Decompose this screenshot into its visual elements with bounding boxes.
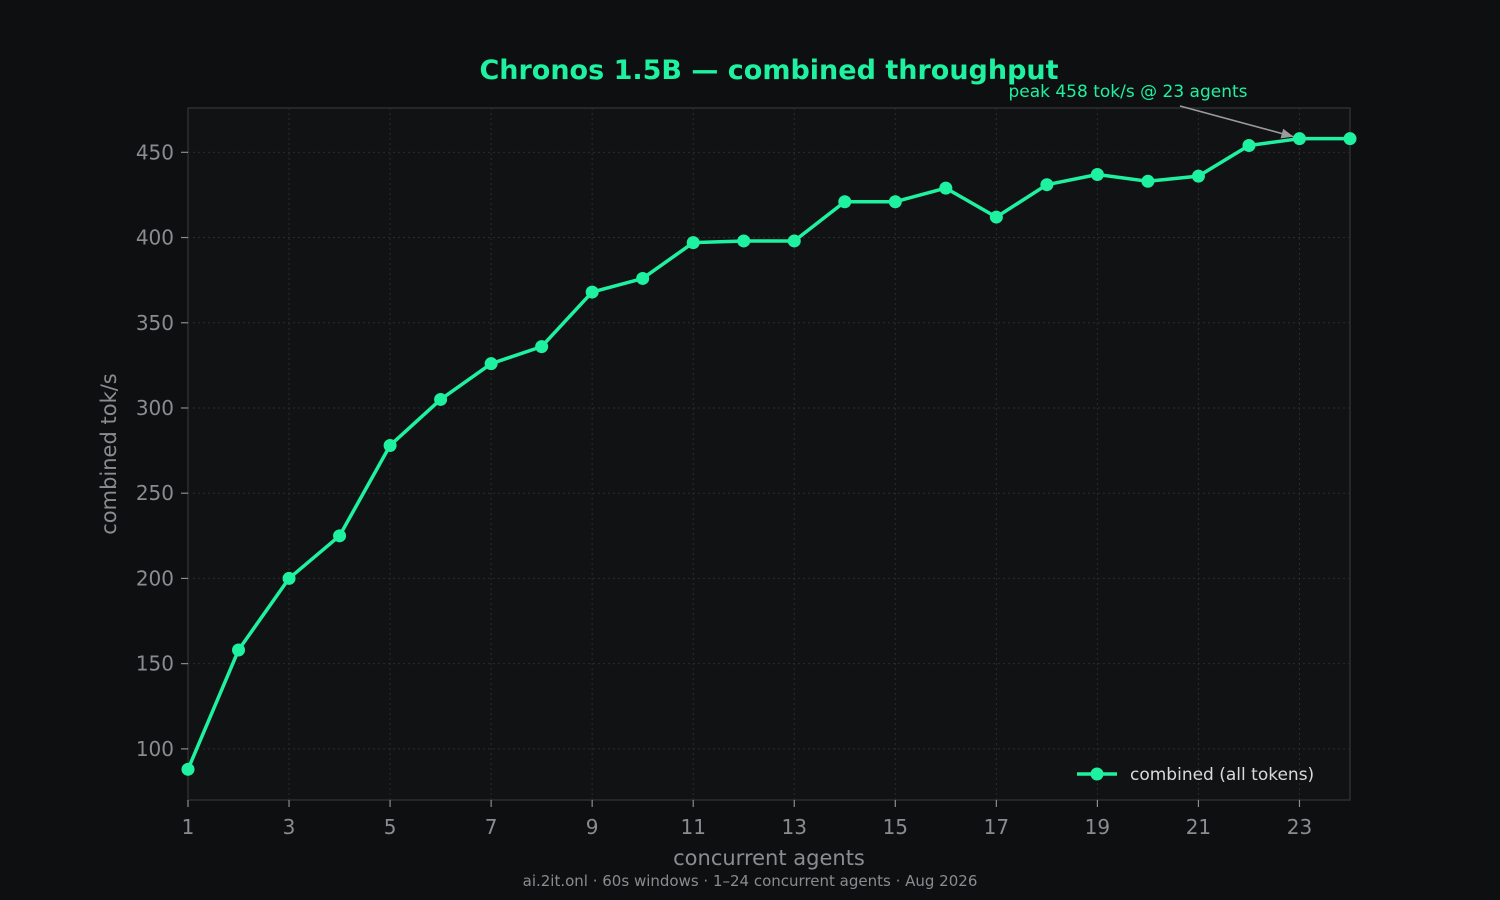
- data-point: [838, 195, 852, 209]
- y-tick-label: 300: [136, 396, 174, 420]
- data-point: [383, 438, 397, 452]
- peak-annotation: peak 458 tok/s @ 23 agents: [1008, 82, 1294, 139]
- x-tick-label: 1: [182, 815, 195, 839]
- data-point: [1090, 167, 1104, 181]
- data-point: [434, 392, 448, 406]
- data-point: [585, 285, 599, 299]
- y-tick-label: 150: [136, 652, 174, 676]
- y-tick-label: 250: [136, 481, 174, 505]
- data-point: [181, 762, 195, 776]
- x-tick-label: 3: [283, 815, 296, 839]
- peak-annotation-text: peak 458 tok/s @ 23 agents: [1008, 82, 1247, 102]
- data-point: [1242, 138, 1256, 152]
- legend-marker-swatch: [1090, 767, 1104, 781]
- legend-entry-combined: combined (all tokens): [1130, 765, 1314, 785]
- x-tick-label: 9: [586, 815, 599, 839]
- data-point: [1040, 178, 1054, 192]
- data-point: [1343, 132, 1357, 146]
- data-point: [787, 234, 801, 248]
- data-point: [535, 340, 549, 354]
- data-point: [1292, 132, 1306, 146]
- y-tick-label: 200: [136, 566, 174, 590]
- peak-annotation-arrowhead: [1280, 128, 1294, 139]
- legend: combined (all tokens): [1077, 765, 1314, 785]
- y-tick-label: 400: [136, 226, 174, 250]
- y-tick-label: 450: [136, 140, 174, 164]
- x-tick-label: 15: [883, 815, 908, 839]
- data-point: [686, 236, 700, 250]
- x-tick-label: 11: [680, 815, 705, 839]
- x-tick-label: 17: [984, 815, 1009, 839]
- chart-title: Chronos 1.5B — combined throughput: [479, 55, 1058, 86]
- y-axis-label: combined tok/s: [97, 373, 121, 535]
- data-point: [939, 181, 953, 195]
- peak-annotation-arrow: [1179, 105, 1294, 138]
- x-tick-label: 21: [1186, 815, 1211, 839]
- data-point: [333, 529, 347, 543]
- data-point: [636, 271, 650, 285]
- axis-ticks: 1 3 5 7 9 11 13 15 17 19 21 23100150200250300350400…: [136, 140, 1312, 839]
- data-point: [282, 571, 296, 585]
- x-tick-label: 13: [782, 815, 807, 839]
- data-point: [989, 210, 1003, 224]
- x-axis-label: concurrent agents: [673, 846, 865, 870]
- x-tick-label: 19: [1085, 815, 1110, 839]
- data-point: [1141, 174, 1155, 188]
- x-tick-label: 5: [384, 815, 397, 839]
- y-tick-label: 350: [136, 311, 174, 335]
- plot-area: [187, 107, 1351, 801]
- data-point: [1191, 169, 1205, 183]
- data-point: [232, 643, 246, 657]
- y-tick-label: 100: [136, 737, 174, 761]
- footer-note: ai.2it.onl · 60s windows · 1–24 concurre…: [523, 872, 978, 890]
- data-point: [484, 357, 498, 371]
- x-tick-label: 7: [485, 815, 498, 839]
- data-point: [888, 195, 902, 209]
- series-line-combined: [186, 136, 1350, 771]
- series-layer: [181, 132, 1357, 776]
- data-point: [737, 234, 751, 248]
- x-tick-label: 23: [1287, 815, 1312, 839]
